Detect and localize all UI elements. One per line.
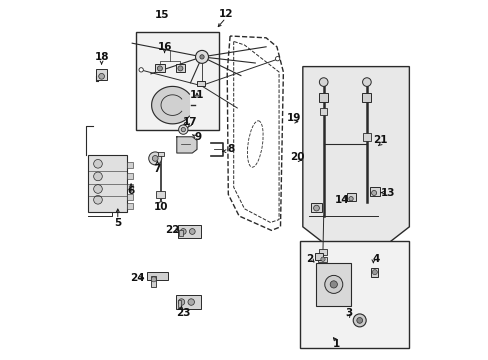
Bar bbox=[151, 276, 156, 287]
Text: 2: 2 bbox=[305, 254, 312, 264]
Circle shape bbox=[189, 229, 195, 234]
Circle shape bbox=[329, 281, 337, 288]
Bar bbox=[156, 191, 165, 198]
Circle shape bbox=[151, 277, 156, 282]
Text: 19: 19 bbox=[286, 113, 301, 123]
Text: 22: 22 bbox=[165, 225, 180, 235]
Bar bbox=[88, 155, 127, 212]
Bar bbox=[127, 173, 133, 179]
Bar bbox=[136, 32, 219, 130]
Circle shape bbox=[94, 195, 102, 204]
Circle shape bbox=[178, 299, 184, 305]
Text: 10: 10 bbox=[153, 202, 168, 212]
Polygon shape bbox=[302, 67, 408, 268]
Circle shape bbox=[275, 57, 279, 61]
Circle shape bbox=[352, 314, 366, 327]
Circle shape bbox=[180, 229, 186, 234]
Circle shape bbox=[371, 270, 377, 275]
Text: 1: 1 bbox=[332, 339, 339, 349]
Text: 23: 23 bbox=[176, 308, 190, 318]
Circle shape bbox=[157, 66, 162, 71]
Text: 3: 3 bbox=[345, 308, 352, 318]
Bar bbox=[316, 263, 350, 306]
Bar bbox=[177, 300, 181, 307]
Circle shape bbox=[187, 299, 194, 305]
Circle shape bbox=[356, 318, 362, 323]
Circle shape bbox=[148, 152, 162, 165]
Text: 13: 13 bbox=[381, 188, 395, 198]
Text: 11: 11 bbox=[189, 90, 204, 100]
Bar bbox=[179, 230, 182, 236]
Text: 9: 9 bbox=[194, 132, 201, 142]
Bar bbox=[362, 133, 370, 141]
Text: 14: 14 bbox=[334, 195, 348, 205]
Text: 21: 21 bbox=[372, 135, 387, 145]
Bar bbox=[158, 152, 164, 156]
Circle shape bbox=[152, 156, 158, 161]
Circle shape bbox=[178, 66, 183, 71]
Text: 24: 24 bbox=[130, 273, 144, 283]
Bar bbox=[319, 249, 326, 255]
Bar bbox=[310, 202, 321, 211]
Text: 7: 7 bbox=[153, 164, 161, 174]
Bar bbox=[369, 187, 379, 196]
Bar bbox=[127, 162, 133, 168]
Circle shape bbox=[320, 257, 325, 261]
Bar bbox=[197, 81, 205, 86]
Bar bbox=[127, 184, 133, 189]
Circle shape bbox=[181, 127, 185, 132]
Circle shape bbox=[371, 190, 376, 195]
Bar bbox=[155, 64, 164, 72]
Text: 20: 20 bbox=[290, 152, 305, 162]
Bar bbox=[315, 253, 323, 260]
Bar bbox=[176, 295, 200, 309]
Bar bbox=[319, 93, 327, 102]
Bar bbox=[127, 203, 133, 209]
Bar bbox=[176, 64, 184, 72]
Circle shape bbox=[94, 159, 102, 168]
Polygon shape bbox=[177, 137, 197, 153]
Circle shape bbox=[319, 78, 327, 86]
Text: 8: 8 bbox=[227, 144, 234, 154]
Bar bbox=[362, 93, 371, 102]
Text: 12: 12 bbox=[218, 9, 233, 19]
Text: 5: 5 bbox=[114, 218, 121, 228]
Bar bbox=[318, 256, 327, 262]
Bar bbox=[370, 268, 378, 277]
Text: 16: 16 bbox=[157, 42, 171, 52]
Circle shape bbox=[362, 78, 370, 86]
Circle shape bbox=[324, 275, 342, 293]
Circle shape bbox=[99, 73, 104, 79]
Circle shape bbox=[94, 185, 102, 193]
Bar bbox=[320, 108, 326, 115]
Circle shape bbox=[139, 68, 143, 72]
Text: 18: 18 bbox=[94, 52, 109, 62]
Polygon shape bbox=[151, 86, 189, 124]
Circle shape bbox=[178, 125, 187, 134]
Bar bbox=[178, 225, 201, 238]
Circle shape bbox=[195, 50, 208, 63]
Text: 15: 15 bbox=[154, 10, 169, 20]
Bar bbox=[146, 272, 168, 280]
Circle shape bbox=[200, 55, 204, 59]
Circle shape bbox=[94, 172, 102, 181]
Bar bbox=[96, 69, 107, 80]
Circle shape bbox=[313, 205, 319, 211]
Bar bbox=[127, 194, 133, 200]
Text: 4: 4 bbox=[371, 254, 379, 264]
Text: 17: 17 bbox=[182, 117, 197, 127]
Bar bbox=[300, 241, 408, 348]
Text: 6: 6 bbox=[127, 186, 135, 196]
Bar bbox=[346, 193, 356, 201]
Circle shape bbox=[348, 197, 352, 201]
